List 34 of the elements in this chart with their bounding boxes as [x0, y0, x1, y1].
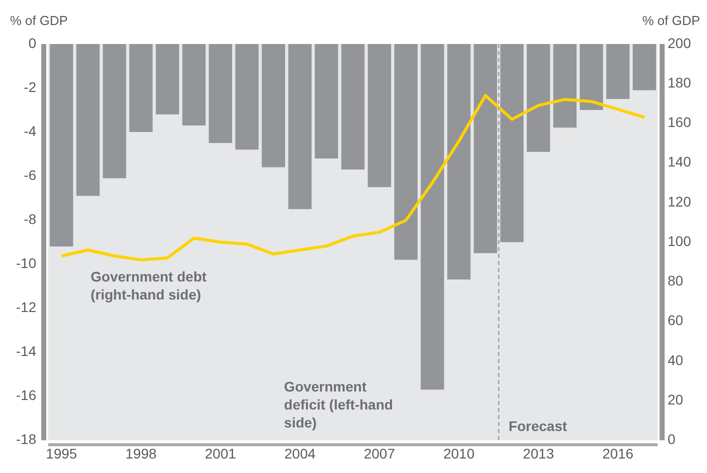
y2-tick-label: 180	[668, 74, 692, 90]
y2-tick-label: 80	[668, 272, 684, 289]
ref-line-label: Forecast	[508, 418, 568, 434]
series-label: Government debt (right-hand side)	[90, 268, 207, 303]
y-tick-label: -10	[16, 254, 36, 271]
x-tick-label: 2010	[443, 445, 475, 462]
y-tick-label: -14	[16, 343, 36, 360]
y-tick-label: -12	[16, 298, 36, 315]
x-tick-label: 2001	[204, 445, 236, 462]
x-tick-label: 1998	[125, 445, 157, 462]
y-tick-label: -4	[24, 122, 36, 139]
y2-tick-label: 0	[668, 431, 676, 448]
y-tick-label: -16	[16, 387, 36, 404]
y2-axis-title: % of GDP	[642, 13, 700, 28]
x-tick-label: 1995	[46, 445, 78, 462]
y2-tick-label: 100	[668, 232, 692, 249]
y2-tick-label: 60	[668, 312, 684, 328]
y-tick-label: 0	[28, 34, 36, 51]
y-tick-label: -8	[24, 210, 36, 227]
y2-tick-label: 120	[668, 193, 692, 210]
y2-tick-label: 160	[668, 114, 692, 130]
x-tick-label: 2007	[364, 445, 396, 462]
y-tick-label: -18	[16, 431, 36, 448]
y-tick-label: -2	[24, 78, 36, 95]
y-axis-title: % of GDP	[10, 13, 68, 28]
y-tick-label: -6	[24, 166, 36, 183]
y2-tick-label: 140	[668, 154, 692, 170]
y2-tick-label: 40	[668, 352, 684, 368]
x-tick-label: 2016	[602, 445, 634, 462]
x-tick-label: 2004	[284, 445, 316, 462]
x-tick-label: 2013	[522, 445, 554, 462]
y2-tick-label: 20	[668, 391, 684, 408]
y2-tick-label: 200	[668, 34, 692, 51]
series-label: Government deficit (left-hand side)	[284, 378, 393, 431]
